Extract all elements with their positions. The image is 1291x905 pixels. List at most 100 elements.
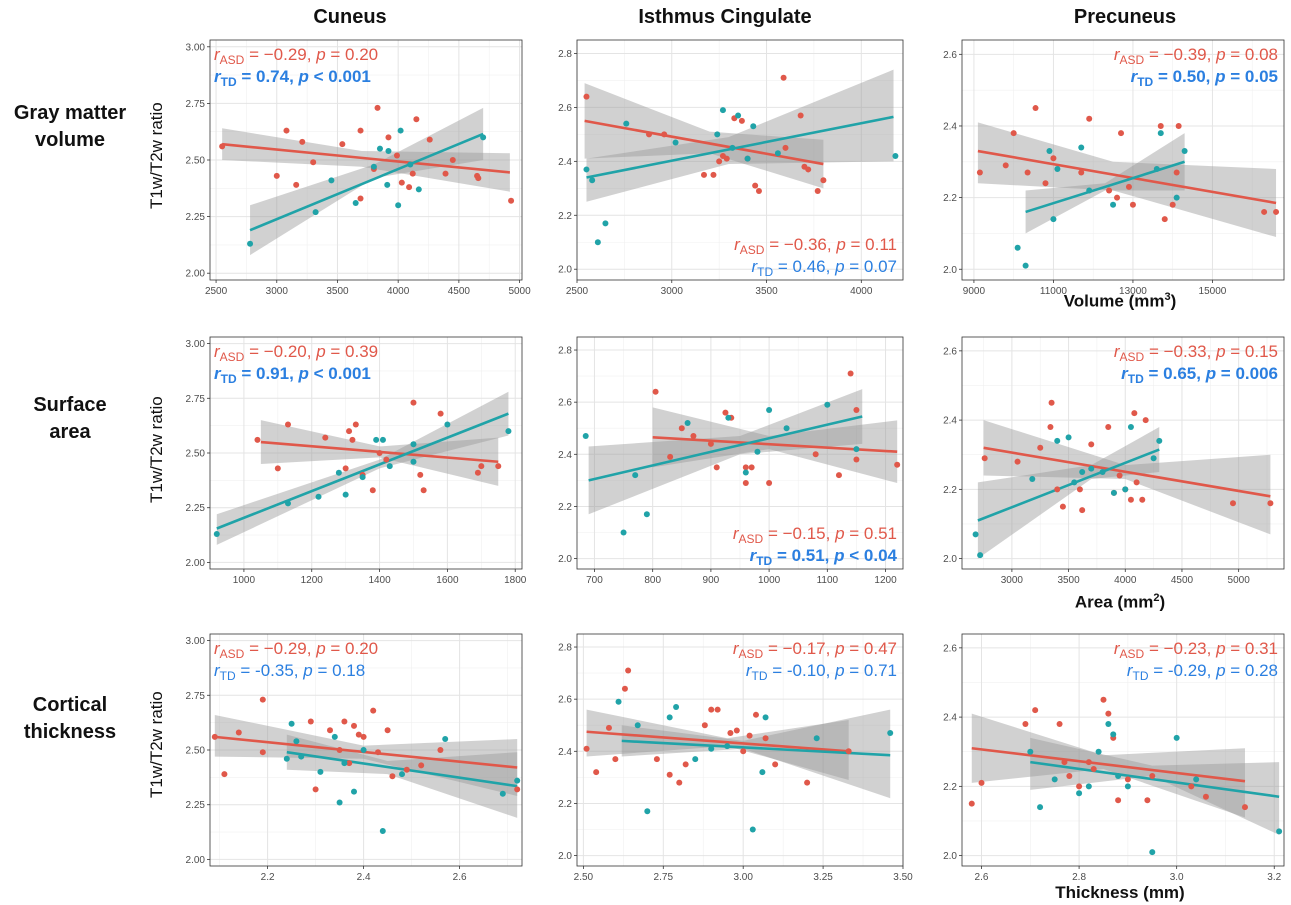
data-point-asd: [1142, 417, 1149, 424]
row-title-line: volume: [34, 129, 106, 151]
data-point-td: [1027, 748, 1034, 755]
data-point-asd: [1169, 201, 1176, 208]
row-title-cortical-thickness: Cortical thickness: [0, 692, 140, 746]
x-tick-label: 1600: [436, 575, 459, 586]
y-tick-label: 2.75: [186, 394, 206, 405]
data-point-td: [692, 756, 699, 763]
x-tick-label: 2.50: [574, 872, 594, 883]
y-tick-label: 2.6: [558, 103, 572, 114]
plot-background: [962, 634, 1284, 866]
data-point-asd: [1014, 458, 1021, 465]
data-point-td: [735, 112, 742, 119]
data-point-td: [341, 760, 348, 767]
y-tick-label: 3.00: [186, 42, 206, 53]
x-axis-label-text: Volume (mm: [1063, 291, 1165, 311]
stat-annotation-asd: rASD = −0.29, p = 0.20: [214, 45, 378, 67]
regression-line-asd: [983, 446, 1271, 498]
data-point-td: [359, 474, 366, 481]
scatter-panel-cuneus-thickness: 2.2 2.4 2.6 2.00 2.25 2.50 2.75 3.00 rASD = −0.2…: [186, 633, 523, 883]
data-point-asd: [978, 779, 985, 786]
data-point-asd: [814, 188, 821, 195]
x-tick-label: 15000: [1199, 286, 1227, 297]
data-point-td: [1156, 437, 1163, 444]
x-tick-label: 11000: [1040, 286, 1068, 297]
data-point-asd: [322, 434, 329, 441]
data-point-asd: [1131, 410, 1138, 417]
data-point-asd: [1056, 721, 1063, 728]
x-tick-label: 3500: [755, 286, 778, 297]
stat-annotation-td: rTD = 0.91, p < 0.001: [214, 364, 371, 386]
x-axis-label-thickness: Thickness (mm): [970, 883, 1270, 903]
data-point-asd: [845, 748, 852, 755]
data-point-td: [783, 425, 790, 432]
x-tick-label: 900: [703, 575, 720, 586]
data-point-asd: [1173, 169, 1180, 176]
data-point-asd: [259, 696, 266, 703]
x-tick-label: 2500: [205, 286, 228, 297]
data-point-td: [317, 768, 324, 775]
data-point-asd: [853, 406, 860, 413]
y-tick-label: 2.2: [943, 193, 957, 204]
data-point-asd: [437, 410, 444, 417]
data-point-asd: [661, 131, 668, 138]
data-point-td: [370, 163, 377, 170]
x-tick-label: 2.6: [453, 872, 467, 883]
data-point-asd: [847, 370, 854, 377]
y-tick-label: 2.0: [943, 851, 957, 862]
data-point-asd: [1261, 208, 1268, 215]
data-point-td: [399, 771, 405, 778]
data-point-td: [714, 131, 721, 138]
data-point-asd: [352, 421, 359, 428]
y-tick-label: 2.4: [943, 416, 957, 427]
data-point-td: [328, 177, 335, 184]
y-axis-label: T1w/T2w ratio: [147, 691, 166, 798]
column-title-cuneus: Cuneus: [313, 6, 387, 28]
data-point-td: [644, 808, 651, 815]
data-point-td: [583, 166, 590, 173]
stat-annotation-td: rTD = 0.50, p = 0.05: [1131, 67, 1278, 89]
data-point-asd: [981, 455, 988, 462]
regression-line-td: [249, 132, 484, 232]
y-tick-label: 2.2: [558, 211, 572, 222]
data-point-td: [1173, 194, 1180, 201]
data-point-asd: [1124, 776, 1131, 783]
column-title-precuneus: Precuneus: [1073, 6, 1177, 28]
data-point-td: [1088, 465, 1095, 472]
stat-annotation-asd: rASD = −0.23, p = 0.31: [1114, 639, 1278, 661]
data-point-td: [1105, 721, 1112, 728]
data-point-asd: [714, 706, 721, 713]
data-point-td: [1122, 486, 1129, 493]
x-tick-label: 3000: [1001, 575, 1024, 586]
row-title-surface-area: Surface area: [0, 392, 140, 446]
x-tick-label: 3.0: [1170, 872, 1184, 883]
y-tick-label: 2.4: [943, 713, 957, 724]
regression-line-td: [1030, 760, 1280, 799]
data-point-asd: [700, 171, 707, 178]
data-point-asd: [219, 143, 226, 150]
confidence-band-td: [586, 69, 894, 202]
confidence-band-asd: [983, 420, 1271, 535]
data-point-asd: [752, 182, 759, 189]
data-point-td: [373, 436, 380, 443]
scatter-panel-precuneus-volume: 9000 11000 13000 15000 2.0 2.2 2.4 2.6 rASD = −0…: [943, 39, 1285, 297]
data-point-asd: [409, 170, 416, 177]
column-title-isthmus-cingulate: Isthmus Cingulate: [638, 6, 812, 28]
data-point-asd: [746, 732, 753, 739]
y-tick-label: 2.2: [943, 782, 957, 793]
data-point-asd: [805, 166, 812, 173]
data-point-td: [729, 144, 736, 151]
data-point-asd: [583, 93, 590, 100]
y-tick-label: 2.00: [186, 269, 206, 280]
data-point-asd: [676, 779, 683, 786]
x-tick-label: 2.75: [654, 872, 674, 883]
data-point-asd: [1085, 759, 1092, 766]
data-point-asd: [1241, 804, 1248, 811]
data-point-asd: [583, 745, 590, 752]
y-tick-label: 2.25: [186, 800, 206, 811]
data-point-asd: [1188, 783, 1195, 790]
data-point-asd: [593, 769, 600, 776]
x-tick-label: 4000: [1114, 575, 1137, 586]
plot-frame: [961, 633, 1285, 867]
data-point-td: [1193, 776, 1200, 783]
data-point-td: [386, 463, 393, 470]
